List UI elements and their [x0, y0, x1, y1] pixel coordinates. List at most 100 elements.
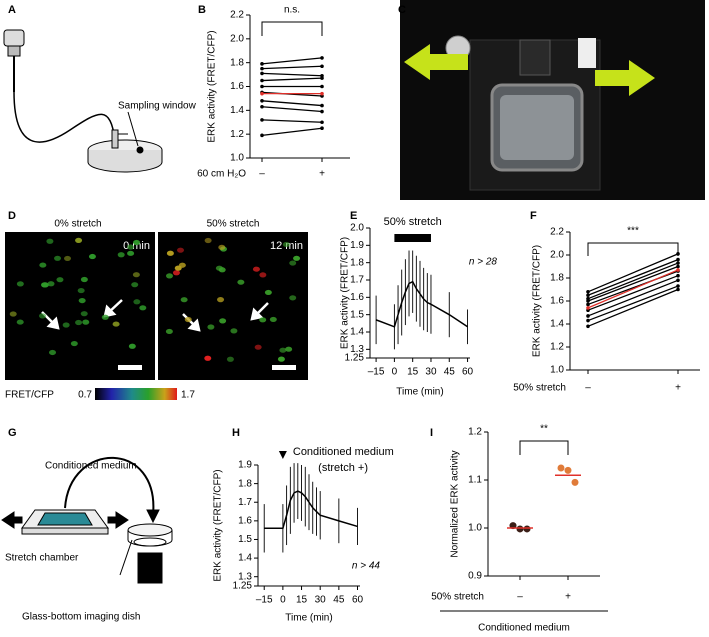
y-tick-label: 2.2	[230, 10, 244, 21]
point	[260, 99, 264, 103]
nucleus	[279, 347, 287, 353]
y-tick-label: 1.8	[230, 57, 244, 68]
nucleus	[101, 314, 109, 320]
nucleus	[259, 272, 267, 278]
significance-label: ***	[627, 226, 639, 237]
y-tick-label: 2.0	[550, 250, 564, 261]
nucleus	[237, 279, 245, 285]
y-tick-label: 1.4	[350, 327, 364, 338]
nucleus	[117, 252, 125, 258]
panel-label: D	[8, 210, 16, 222]
y-tick-label: 1.0	[468, 523, 482, 534]
x-tick-label: 60	[352, 595, 364, 606]
y-tick-label: 2.0	[350, 223, 364, 234]
x-tick-label: 60	[462, 367, 474, 378]
y-tick-label: 1.2	[230, 129, 244, 140]
point	[676, 264, 680, 269]
panel-label: A	[8, 4, 16, 16]
nucleus	[215, 265, 223, 271]
y-tick-label: 1.2	[550, 342, 564, 353]
point	[586, 314, 590, 318]
point	[564, 466, 572, 474]
paired-line	[261, 57, 323, 65]
y-tick-label: 1.1	[468, 475, 482, 486]
callout-line	[127, 111, 139, 147]
point	[260, 104, 264, 109]
nucleus	[70, 340, 78, 347]
colorbar-label: FRET/CFP	[5, 390, 54, 401]
nucleus	[82, 319, 90, 325]
nucleus	[64, 255, 72, 262]
colorbar-max: 1.7	[181, 390, 195, 401]
nucleus	[133, 239, 141, 246]
y-tick-label: 1.7	[350, 275, 364, 286]
paired-line	[587, 269, 679, 309]
annotation: n > 28	[469, 257, 498, 268]
x-tick-label: 0	[392, 367, 398, 378]
y-axis-label: ERK activity (FRET/CFP)	[207, 30, 218, 142]
nucleus	[289, 295, 297, 301]
nucleus	[78, 297, 86, 304]
point	[586, 299, 590, 303]
y-tick-label: 1.5	[350, 309, 364, 320]
paired-line	[261, 65, 323, 70]
nucleus	[282, 241, 290, 248]
point	[260, 84, 264, 89]
paired-line	[587, 288, 679, 327]
nucleus	[49, 349, 57, 356]
nucleus	[131, 282, 139, 288]
nucleus	[219, 318, 227, 324]
nucleus	[128, 343, 136, 349]
panel-label: E	[350, 210, 357, 222]
diagram-label: Stretch chamber	[5, 553, 79, 564]
nucleus	[80, 276, 88, 283]
nucleus	[9, 311, 17, 317]
medium-diagram	[1, 456, 173, 584]
significance-label: **	[540, 424, 548, 435]
point	[586, 302, 590, 307]
y-tick-label: 1.6	[550, 296, 564, 307]
nucleus	[180, 297, 188, 303]
point	[320, 84, 324, 89]
y-tick-label: 0.9	[468, 571, 482, 582]
point	[676, 257, 680, 262]
nucleus	[204, 237, 212, 244]
paired-line	[587, 279, 679, 317]
panel-label: I	[430, 427, 433, 439]
group-label: Conditioned medium	[478, 623, 570, 634]
nucleus	[177, 247, 185, 253]
y-tick-label: 1.8	[350, 257, 364, 268]
callout-label: Sampling window	[118, 101, 197, 112]
paired-line	[261, 77, 323, 82]
y-tick-label: 1.9	[350, 240, 364, 251]
point	[260, 118, 264, 122]
nucleus	[77, 287, 85, 294]
x-axis-label: Time (min)	[285, 613, 332, 624]
x-axis-label: 60 cm H₂O	[197, 169, 246, 180]
y-tick-label: 1.0	[230, 153, 244, 164]
y-tick-label: 1.8	[550, 273, 564, 284]
paired-line	[587, 258, 679, 296]
y-tick-label: 1.3	[238, 571, 252, 582]
nucleus	[285, 346, 293, 352]
nucleus	[293, 255, 301, 261]
diagram-label: Conditioned medium	[45, 461, 137, 472]
point	[320, 76, 324, 80]
point	[571, 478, 579, 486]
nucleus	[16, 281, 24, 287]
nucleus	[16, 319, 24, 325]
stimulus-label: 50% stretch	[384, 216, 442, 228]
paired-line	[587, 285, 679, 322]
nucleus	[259, 317, 267, 323]
y-tick-label: 2.0	[230, 33, 244, 44]
stimulus-label: Conditioned medium	[293, 446, 394, 458]
point	[260, 91, 264, 96]
stimulus-bar	[394, 234, 431, 242]
y-tick-label: 1.2	[468, 427, 482, 438]
point	[676, 284, 680, 288]
nucleus	[289, 260, 297, 266]
paired-line	[587, 265, 679, 302]
y-tick-label: 1.25	[345, 353, 365, 364]
paired-line	[261, 119, 323, 123]
